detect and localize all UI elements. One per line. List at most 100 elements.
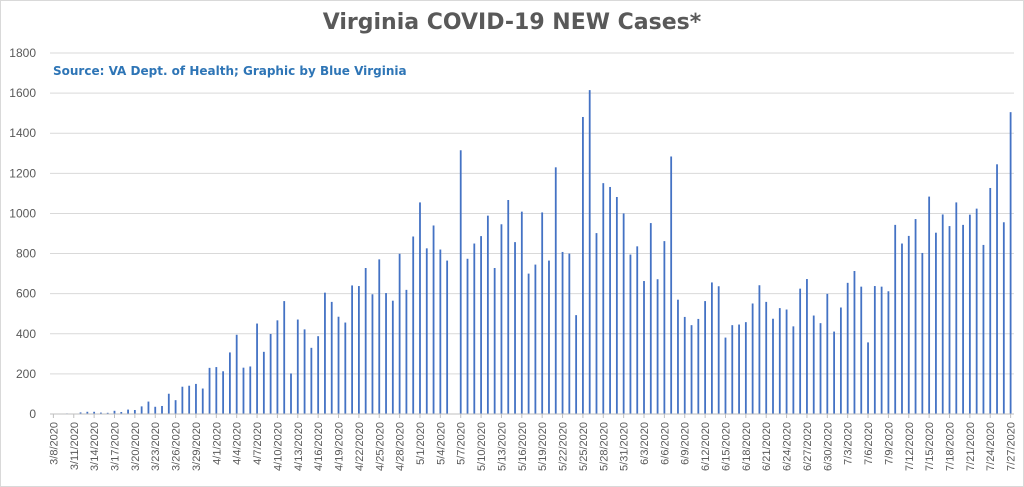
x-tick-label: 6/12/2020 — [700, 422, 712, 471]
bar — [615, 197, 618, 414]
bar — [120, 411, 123, 414]
bar — [812, 315, 815, 414]
bar — [208, 367, 211, 414]
bar — [357, 286, 360, 414]
bar — [609, 186, 611, 414]
bars — [52, 90, 1012, 415]
bar — [520, 211, 523, 414]
bar — [86, 411, 89, 414]
bar — [636, 246, 639, 414]
bar — [602, 183, 605, 414]
bar — [378, 259, 381, 414]
x-tick-label: 6/21/2020 — [761, 422, 773, 471]
y-tick-label: 1600 — [9, 86, 36, 100]
bar — [262, 351, 265, 414]
bar — [486, 215, 489, 414]
bar — [744, 322, 747, 414]
x-tick-label: 3/14/2020 — [89, 422, 101, 471]
bar — [575, 315, 578, 414]
y-tick-label: 600 — [16, 287, 36, 301]
x-tick-label: 7/24/2020 — [985, 422, 997, 471]
x-tick-label: 5/19/2020 — [537, 422, 549, 471]
bar — [907, 235, 910, 414]
x-tick-label: 7/21/2020 — [965, 422, 977, 471]
bar — [792, 326, 795, 414]
bar — [106, 412, 109, 414]
x-tick-label: 6/15/2020 — [720, 422, 732, 471]
x-tick-label: 6/24/2020 — [782, 422, 794, 471]
bar — [873, 286, 876, 414]
bar — [582, 116, 584, 414]
bar — [269, 333, 272, 414]
y-tick-label: 200 — [16, 367, 36, 381]
bar — [432, 225, 435, 414]
x-tick-label: 5/4/2020 — [435, 422, 447, 465]
bar — [894, 224, 897, 414]
bar — [785, 309, 788, 414]
bar — [839, 307, 842, 414]
x-tick-label: 7/12/2020 — [904, 422, 916, 471]
y-tick-label: 1400 — [9, 126, 36, 140]
bar — [283, 301, 286, 414]
bar — [697, 318, 700, 414]
x-tick-label: 5/31/2020 — [619, 422, 631, 471]
bar — [79, 412, 82, 414]
bar — [337, 316, 340, 414]
y-tick-label: 0 — [29, 407, 36, 421]
bar — [466, 258, 469, 414]
bar — [534, 264, 537, 414]
bar — [195, 383, 197, 414]
bar — [548, 260, 550, 414]
bar — [385, 293, 387, 414]
bar — [398, 253, 401, 414]
bar — [568, 253, 571, 414]
y-tick-label: 1000 — [9, 206, 36, 220]
bar — [276, 320, 279, 414]
bar — [188, 385, 191, 414]
x-tick-label: 5/7/2020 — [456, 422, 468, 465]
bar — [738, 324, 740, 414]
bar — [846, 282, 849, 414]
x-tick-label: 5/25/2020 — [578, 422, 590, 471]
x-axis-ticks: 3/8/2020 3/11/2020 3/14/2020 3/17/2020 3/20/… — [48, 414, 1018, 471]
x-tick-label: 3/29/2020 — [191, 422, 203, 471]
bar — [1002, 222, 1005, 414]
bar — [554, 167, 557, 414]
x-tick-label: 4/19/2020 — [334, 422, 346, 471]
bar — [541, 212, 544, 414]
bar — [629, 254, 632, 414]
bar — [412, 236, 415, 414]
bar — [425, 248, 428, 414]
x-tick-label: 5/22/2020 — [558, 422, 570, 471]
bar — [622, 213, 625, 414]
bar — [500, 224, 503, 414]
bar — [880, 286, 883, 414]
x-tick-label: 6/9/2020 — [680, 422, 692, 465]
bar — [140, 406, 143, 414]
x-tick-label: 6/30/2020 — [822, 422, 834, 471]
y-tick-label: 800 — [16, 247, 36, 261]
bar — [901, 243, 903, 414]
bar — [561, 251, 564, 414]
bar — [256, 323, 258, 414]
bar — [962, 224, 964, 414]
x-tick-label: 5/10/2020 — [476, 422, 488, 471]
bar — [663, 241, 666, 414]
bar — [514, 242, 516, 414]
x-tick-label: 4/10/2020 — [272, 422, 284, 471]
bar — [670, 156, 673, 415]
x-tick-label: 3/11/2020 — [69, 422, 81, 470]
bar — [154, 406, 157, 414]
x-tick-label: 5/16/2020 — [517, 422, 529, 471]
x-tick-label: 4/1/2020 — [211, 422, 223, 465]
bar — [242, 367, 245, 414]
bar — [941, 214, 944, 414]
x-tick-label: 4/13/2020 — [293, 422, 305, 471]
bar — [249, 366, 252, 414]
bar — [948, 226, 951, 414]
bar — [955, 202, 958, 414]
y-tick-label: 400 — [16, 327, 36, 341]
bar — [201, 388, 204, 414]
bar — [405, 289, 408, 414]
bar — [364, 268, 367, 414]
